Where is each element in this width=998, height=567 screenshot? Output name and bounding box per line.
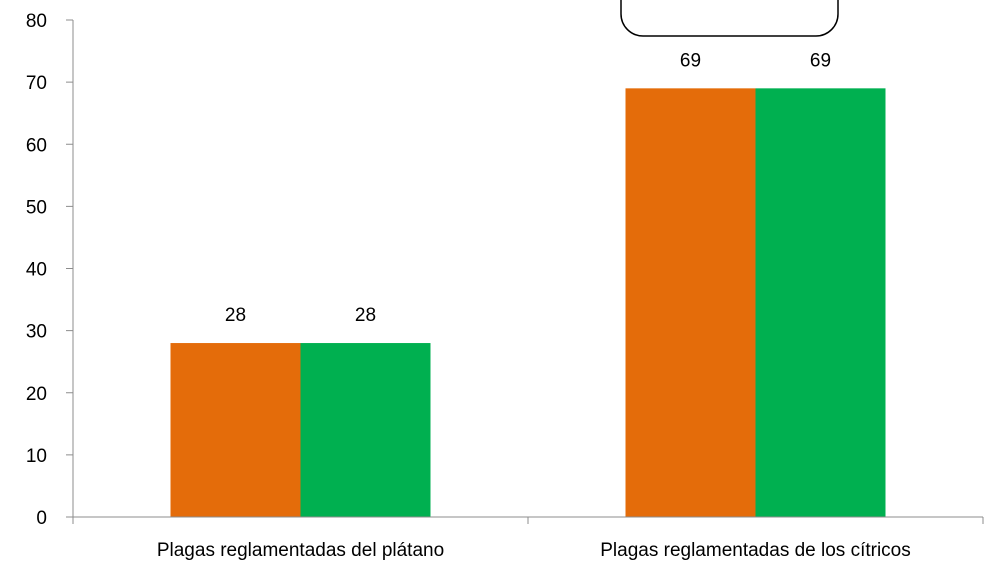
legend-box <box>620 0 839 37</box>
bar-series-2-cat-2 <box>755 88 886 518</box>
y-tick-label: 30 <box>26 322 47 343</box>
bar-series-1-cat-1 <box>170 343 301 517</box>
y-tick-label: 50 <box>26 197 47 218</box>
data-label: 28 <box>225 305 246 326</box>
labels: 28 28 Plagas reglamentadas del plátano 69 69… <box>26 11 911 561</box>
y-tick-label: 70 <box>26 73 47 94</box>
data-label: 69 <box>810 50 831 71</box>
data-label: 28 <box>355 305 376 326</box>
bar-series-2-cat-1 <box>300 343 431 517</box>
x-tick-label: Plagas reglamentadas de los cítricos <box>600 540 911 561</box>
axes <box>66 19 984 524</box>
y-tick-label: 60 <box>26 135 47 156</box>
y-tick-label: 0 <box>36 508 47 529</box>
bars <box>170 88 886 518</box>
x-tick-label: Plagas reglamentadas del plátano <box>157 540 444 561</box>
y-tick-label: 40 <box>26 260 47 281</box>
data-label: 69 <box>680 50 701 71</box>
bar-series-1-cat-2 <box>625 88 756 518</box>
y-tick-label: 10 <box>26 446 47 467</box>
y-tick-label: 80 <box>26 11 47 32</box>
y-tick-label: 20 <box>26 384 47 405</box>
